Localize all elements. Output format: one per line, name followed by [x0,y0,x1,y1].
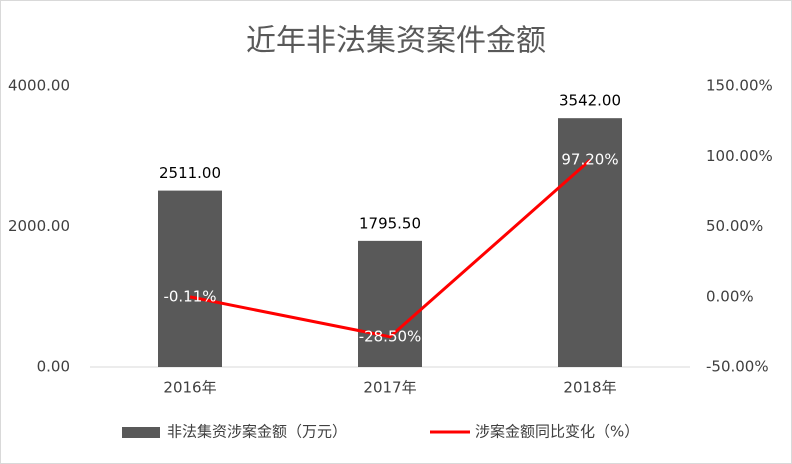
x-tick-label: 2016年 [163,379,216,397]
line-value-label: -28.50% [359,327,422,345]
x-tick-label: 2018年 [563,379,616,397]
y2-tick-label: 100.00% [706,147,773,165]
chart-title: 近年非法集资案件金额 [246,24,546,59]
y2-tick-label: 50.00% [706,217,763,235]
y2-tick-label: 150.00% [706,77,773,95]
line-value-label: -0.11% [163,287,216,305]
line-value-label: 97.20% [561,151,618,169]
bar-value-label: 3542.00 [559,92,621,110]
legend-label: 非法集资涉案金额（万元） [167,423,347,441]
y-tick-label: 4000.00 [8,77,70,95]
line [189,159,591,339]
bar [158,190,222,367]
legend-label: 涉案金额同比变化（%） [475,423,639,441]
y2-tick-label: -50.00% [706,358,769,376]
y-tick-label: 0.00 [37,358,70,376]
bar [358,240,422,367]
bar-value-label: 1795.50 [359,214,421,232]
bar [558,118,622,367]
bar-value-label: 2511.00 [159,164,221,182]
y-tick-label: 2000.00 [8,217,70,235]
legend-swatch [122,427,160,438]
x-tick-label: 2017年 [363,379,416,397]
y2-tick-label: 0.00% [706,287,754,305]
